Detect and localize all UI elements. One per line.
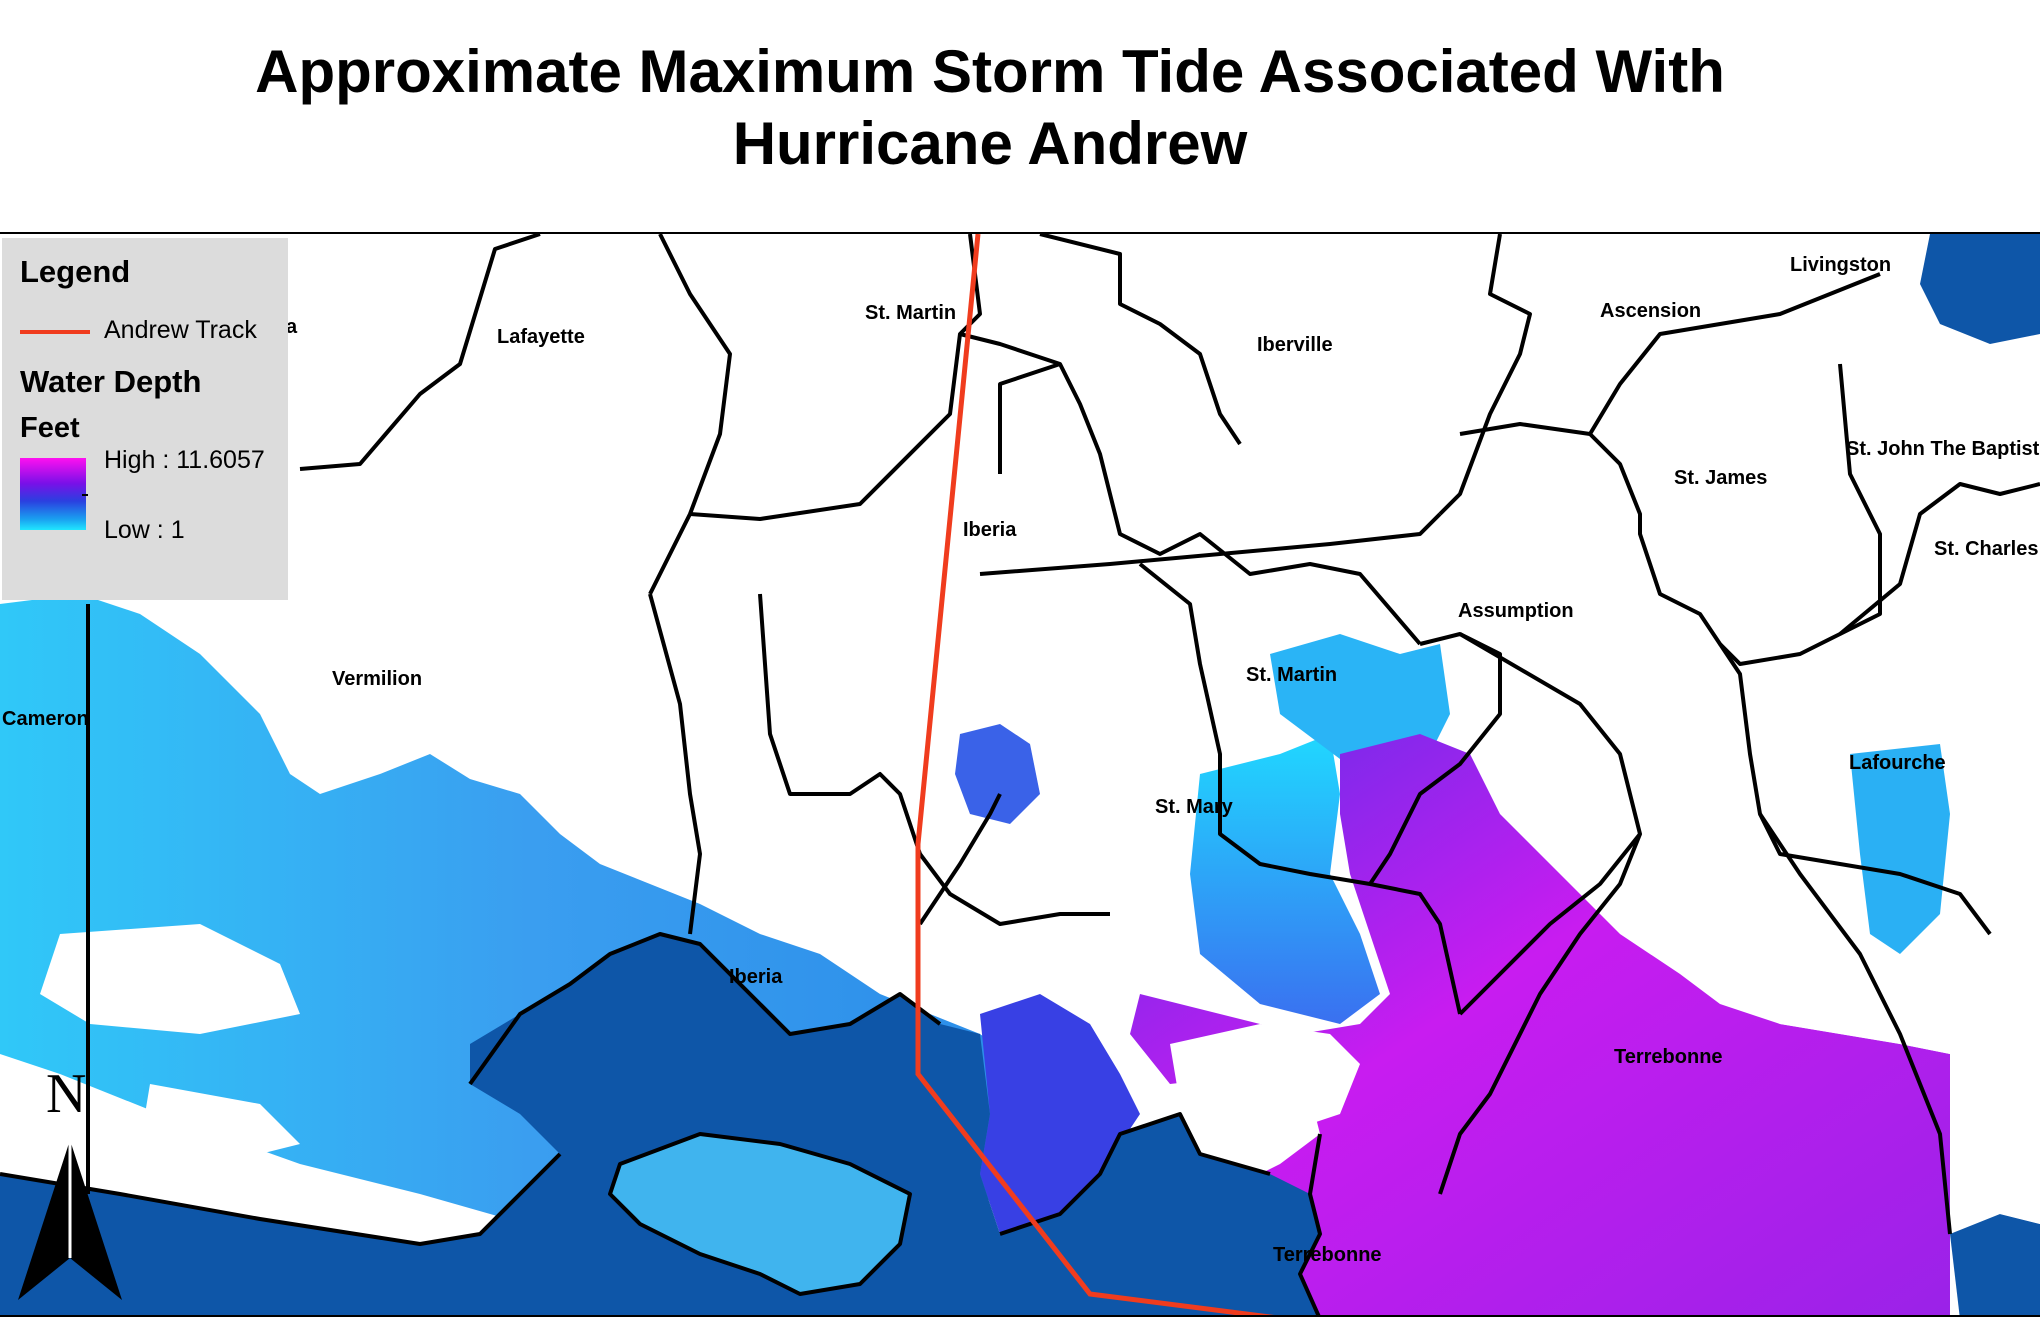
land-gap-west	[40, 924, 300, 1034]
boundary-ascension	[1459, 272, 1881, 436]
label-ascension: Ascension	[1600, 300, 1702, 322]
bay-se	[1950, 1214, 2040, 1315]
boundary-st-james	[1588, 363, 1882, 666]
surge-st-martin	[1190, 734, 1380, 1024]
surge-east	[1081, 734, 1950, 1315]
label-st-martin-south: St. Martin	[1246, 664, 1338, 686]
land-gap-st-mary	[1170, 1024, 1360, 1134]
boundary-iberia-st-mary	[918, 793, 1002, 926]
label-cameron: Cameron	[2, 708, 89, 730]
boundary-terrebonne-lafourche-south	[1758, 812, 1952, 1235]
label-assumption: Assumption	[1458, 600, 1574, 622]
legend-heading: Legend	[20, 254, 131, 289]
boundary-st-martin-iberia-line	[979, 512, 1442, 576]
boundary-vermilion-iberia	[648, 593, 702, 935]
andrew-track-swatch	[20, 330, 90, 334]
boundary-terrebonne-st-mary	[1298, 1133, 1322, 1315]
map-canvas	[0, 234, 2040, 1315]
label-st-john: St. John The Baptist	[1846, 438, 2040, 460]
map-legend: Legend Andrew Track Water Depth Feet Hig…	[2, 238, 288, 600]
label-vermilion: Vermilion	[332, 668, 423, 690]
label-iberia-north: Iberia	[963, 519, 1017, 541]
boundary-iberville	[998, 234, 1242, 474]
surge-iberia-north	[955, 724, 1040, 824]
boundary-coast-central	[468, 932, 942, 1086]
surge-st-charles	[1850, 744, 1950, 954]
andrew-track-line	[915, 234, 1275, 1315]
label-livingston: Livingston	[1790, 254, 1892, 276]
label-clipped-fragment: a	[286, 316, 298, 338]
label-st-mary: St. Mary	[1155, 796, 1233, 818]
boundary-st-mary-assumption	[1138, 562, 1462, 1015]
label-terrebonne: Terrebonne	[1614, 1046, 1723, 1068]
east-land	[1950, 974, 2040, 1224]
label-lafourche: Lafourche	[1849, 752, 1946, 774]
land-gap-west-2	[140, 1084, 300, 1164]
legend-high-label: High : 11.6057	[104, 446, 265, 474]
boundary-coast-west	[0, 1152, 562, 1246]
label-lafayette: Lafayette	[497, 326, 585, 348]
legend-track-label: Andrew Track	[104, 316, 257, 344]
boundary-assumption-lafourche	[1458, 632, 1642, 1016]
gulf-of-mexico	[0, 934, 1320, 1315]
map-title-line-1: Approximate Maximum Storm Tide Associate…	[255, 38, 1725, 105]
boundary-lafayette-vermilion	[299, 234, 541, 471]
map-title: Approximate Maximum Storm Tide Associate…	[0, 36, 1980, 180]
boundary-st-mary-west	[758, 593, 1110, 926]
label-st-james: St. James	[1674, 467, 1768, 489]
boundary-iberville-ascension	[1438, 234, 1532, 516]
label-iberville: Iberville	[1257, 334, 1333, 356]
lake-ne	[1920, 234, 2040, 344]
land-gap-lafourche	[1720, 954, 1950, 1054]
boundary-st-charles	[1838, 482, 2040, 636]
label-st-charles: St. Charles	[1934, 538, 2039, 560]
ramp-tick	[82, 494, 88, 496]
boundary-st-martin-north	[689, 234, 982, 521]
label-terrebonne-coast: Terrebonne	[1273, 1244, 1382, 1266]
marsh-island	[610, 1134, 910, 1294]
north-arrow-icon	[18, 1140, 122, 1300]
label-iberia-island: Iberia	[729, 966, 783, 988]
legend-depth-heading: Water Depth	[20, 364, 202, 399]
legend-low-label: Low : 1	[104, 516, 185, 544]
boundary-iberia-st-martin	[959, 332, 1422, 646]
north-arrow-label: N	[46, 1063, 87, 1125]
label-st-martin-north: St. Martin	[865, 302, 957, 324]
boundary-lafourche-east	[1718, 642, 1992, 936]
boundary-lafayette-east	[648, 234, 732, 595]
map-title-line-2: Hurricane Andrew	[732, 110, 1248, 177]
map-frame[interactable]: Lafayette St. Martin Iberville Ascension…	[0, 232, 2040, 1317]
boundary-coast-east	[999, 1112, 1271, 1236]
boundary-lafourche-terrebonne	[1438, 833, 1642, 1195]
legend-unit: Feet	[20, 412, 80, 444]
depth-color-ramp	[20, 458, 86, 530]
parish-boundaries	[0, 234, 2040, 1315]
boundary-coast-marsh	[608, 1132, 912, 1296]
